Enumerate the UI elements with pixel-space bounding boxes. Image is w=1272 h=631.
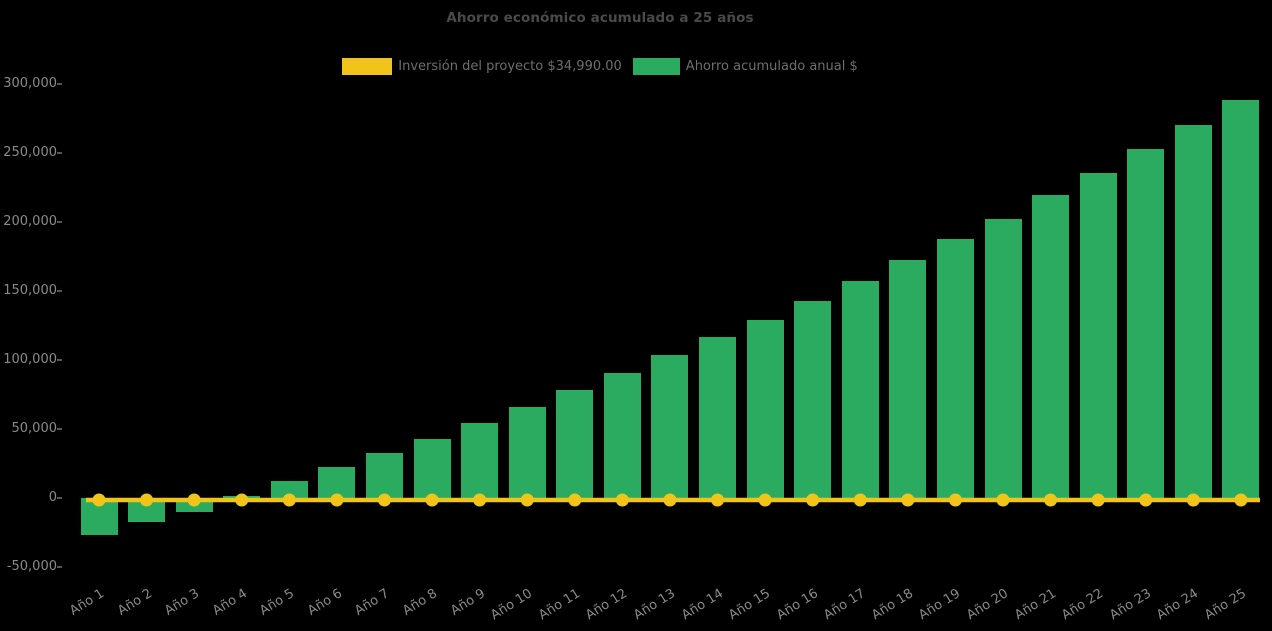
y-tick-mark [57, 152, 62, 154]
legend-item-inversion: Inversión del proyecto $34,990.00 [342, 58, 622, 75]
y-tick-mark [57, 497, 62, 499]
legend-label-inversion: Inversión del proyecto $34,990.00 [398, 59, 622, 74]
legend-label-ahorro: Ahorro acumulado anual $ [685, 59, 858, 74]
y-tick-label: 200,000 [3, 214, 57, 229]
bar-año-25 [1222, 99, 1260, 498]
y-tick-label: 150,000 [3, 283, 57, 298]
y-tick-label: 300,000 [3, 76, 57, 91]
bar-año-8 [413, 438, 451, 498]
legend-item-ahorro: Ahorro acumulado anual $ [632, 58, 858, 75]
bar-año-16 [794, 300, 832, 498]
bar-año-3 [175, 498, 213, 512]
bar-año-10 [508, 406, 546, 498]
y-tick-label: 100,000 [3, 352, 57, 367]
y-tick-mark [57, 359, 62, 361]
y-tick-mark [57, 428, 62, 430]
y-tick-mark [57, 566, 62, 568]
y-tick-mark [57, 83, 62, 85]
bar-año-15 [746, 319, 784, 498]
y-tick-label: 50,000 [11, 421, 58, 436]
y-tick-mark [57, 221, 62, 223]
bar-año-4 [223, 495, 261, 498]
bar-año-7 [365, 453, 403, 498]
bar-año-21 [1032, 195, 1070, 498]
legend: Inversión del proyecto $34,990.00 Ahorro… [0, 58, 1200, 75]
y-tick-label: -50,000 [6, 559, 57, 574]
legend-swatch-inversion [342, 58, 393, 75]
bar-año-2 [128, 498, 166, 523]
bar-año-18 [889, 259, 927, 498]
bar-año-23 [1127, 148, 1165, 498]
bar-año-24 [1174, 124, 1212, 498]
y-tick-mark [57, 290, 62, 292]
bar-año-12 [603, 373, 641, 498]
bar-año-6 [318, 466, 356, 498]
y-tick-label: 250,000 [3, 145, 57, 160]
bar-año-11 [556, 390, 594, 498]
bar-año-19 [936, 239, 974, 498]
chart-title: Ahorro económico acumulado a 25 años [446, 10, 754, 26]
y-tick-label: 0 [48, 490, 57, 505]
bar-año-17 [841, 281, 879, 498]
bar-año-13 [651, 355, 689, 498]
bar-año-22 [1079, 173, 1117, 498]
bar-año-20 [984, 218, 1022, 498]
bar-año-5 [270, 480, 308, 498]
legend-swatch-ahorro [632, 58, 680, 75]
bar-año-1 [80, 498, 118, 535]
bar-año-14 [699, 337, 737, 498]
bar-año-9 [461, 422, 499, 498]
